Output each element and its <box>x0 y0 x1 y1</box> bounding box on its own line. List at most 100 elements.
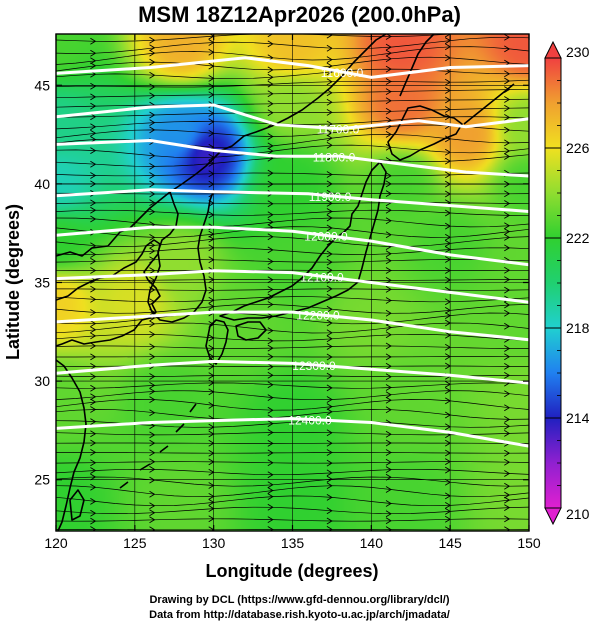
wind-arrowhead <box>444 298 452 306</box>
wind-arrowhead <box>444 148 452 156</box>
wind-arrowhead <box>504 222 511 230</box>
wind-arrowhead <box>444 113 452 121</box>
wind-arrowhead <box>208 83 215 90</box>
y-tick-label: 45 <box>34 77 50 93</box>
contour-line <box>56 225 529 267</box>
wind-arrowhead <box>267 471 274 479</box>
wind-arrowhead <box>267 394 274 401</box>
wind-arrowhead <box>326 109 333 116</box>
wind-arrowhead <box>326 507 333 515</box>
wind-arrowhead <box>90 439 97 447</box>
wind-arrowhead <box>385 486 392 493</box>
wind-arrowhead <box>326 343 333 350</box>
wind-arrowhead <box>504 390 511 398</box>
wind-arrowhead <box>149 490 156 498</box>
wind-arrowhead <box>504 496 511 504</box>
wind-arrowhead <box>90 37 97 45</box>
wind-arrowhead <box>267 516 274 523</box>
contour-label: 11600.0 <box>321 66 364 80</box>
wind-arrowhead <box>385 78 392 85</box>
wind-arrowhead <box>326 439 333 447</box>
wind-arrowhead <box>326 89 333 97</box>
wind-arrowhead <box>504 45 511 53</box>
wind-arrowhead <box>208 372 215 379</box>
x-tick-label: 145 <box>438 535 462 551</box>
wind-arrowhead <box>504 416 511 423</box>
wind-arrowhead <box>326 403 333 410</box>
wind-arrowhead <box>149 373 156 380</box>
wind-arrowhead <box>267 371 274 379</box>
x-tick-label: 130 <box>202 535 226 551</box>
wind-arrowhead <box>385 277 392 284</box>
wind-arrowhead <box>326 494 333 501</box>
x-tick-label: 140 <box>360 535 384 551</box>
wind-arrowhead <box>208 75 215 82</box>
x-tick-label: 125 <box>123 535 147 551</box>
wind-arrowhead <box>267 34 274 38</box>
wind-arrowhead <box>90 430 97 438</box>
y-tick-label: 25 <box>34 472 50 488</box>
wind-arrowhead <box>326 224 333 232</box>
wind-arrowhead <box>208 402 215 409</box>
credit-drawing: Drawing by DCL (https://www.gfd-dennou.o… <box>149 594 450 606</box>
wind-arrowhead <box>385 396 392 404</box>
wind-arrowhead <box>444 233 452 241</box>
wind-arrowhead <box>385 449 392 456</box>
wind-arrowhead <box>504 266 511 274</box>
wind-arrowhead <box>326 329 333 337</box>
wind-arrowhead <box>267 481 274 489</box>
wind-arrowhead <box>444 106 452 113</box>
wind-arrowhead <box>444 190 452 198</box>
wind-arrowhead <box>267 147 274 155</box>
wind-arrowhead <box>149 242 156 249</box>
wind-arrowhead <box>444 380 452 388</box>
wind-arrowhead <box>504 526 511 531</box>
wind-arrowhead <box>504 27 509 33</box>
wind-arrowhead <box>444 209 452 217</box>
wind-arrowhead <box>208 211 215 219</box>
wind-arrowhead <box>90 251 97 258</box>
wind-arrowhead <box>444 180 452 188</box>
plot-area: 11600.0 11700.0 11800.0 11900.0 12000.0 12100… <box>56 27 529 531</box>
wind-arrowhead <box>385 384 392 391</box>
wind-arrowhead <box>149 71 156 79</box>
wind-arrowhead <box>267 40 274 48</box>
wind-arrowhead <box>267 66 274 74</box>
colorbar-max-triangle <box>544 40 562 59</box>
wind-arrowhead <box>504 228 511 235</box>
wind-arrowhead <box>149 509 156 517</box>
wind-arrowhead <box>385 517 392 525</box>
wind-arrowhead <box>208 244 215 252</box>
wind-arrowhead <box>90 215 97 223</box>
wind-arrowhead <box>90 267 97 274</box>
wind-arrowhead <box>90 123 97 131</box>
wind-arrowhead <box>444 331 452 339</box>
wind-arrowhead <box>267 420 274 427</box>
wind-arrowhead <box>504 363 511 370</box>
wind-arrowhead <box>444 458 452 465</box>
wind-arrowhead <box>90 172 97 179</box>
wind-arrowhead <box>444 343 452 351</box>
wind-arrowhead <box>385 342 392 350</box>
wind-arrowhead <box>208 515 215 523</box>
wind-arrowhead <box>149 180 156 188</box>
wind-arrowhead <box>208 505 215 512</box>
coast-hokkaido <box>387 105 463 161</box>
wind-arrowhead <box>385 362 392 370</box>
wind-arrowhead <box>385 353 392 361</box>
wind-arrowhead <box>149 409 156 417</box>
wind-arrowhead <box>267 406 274 414</box>
wind-arrowhead <box>267 429 274 436</box>
wind-arrowhead <box>90 498 97 505</box>
y-tick-label: 40 <box>34 176 50 192</box>
wind-arrowhead <box>326 459 333 467</box>
wind-arrowhead <box>149 199 156 206</box>
wind-arrowhead <box>149 247 156 255</box>
wind-arrowhead <box>208 180 215 188</box>
wind-arrowhead <box>326 120 333 128</box>
wind-arrowhead <box>444 171 452 179</box>
wind-arrowhead <box>444 449 452 457</box>
wind-arrowhead <box>267 337 274 345</box>
wind-arrowhead <box>326 293 333 301</box>
wind-arrowhead <box>504 449 511 457</box>
